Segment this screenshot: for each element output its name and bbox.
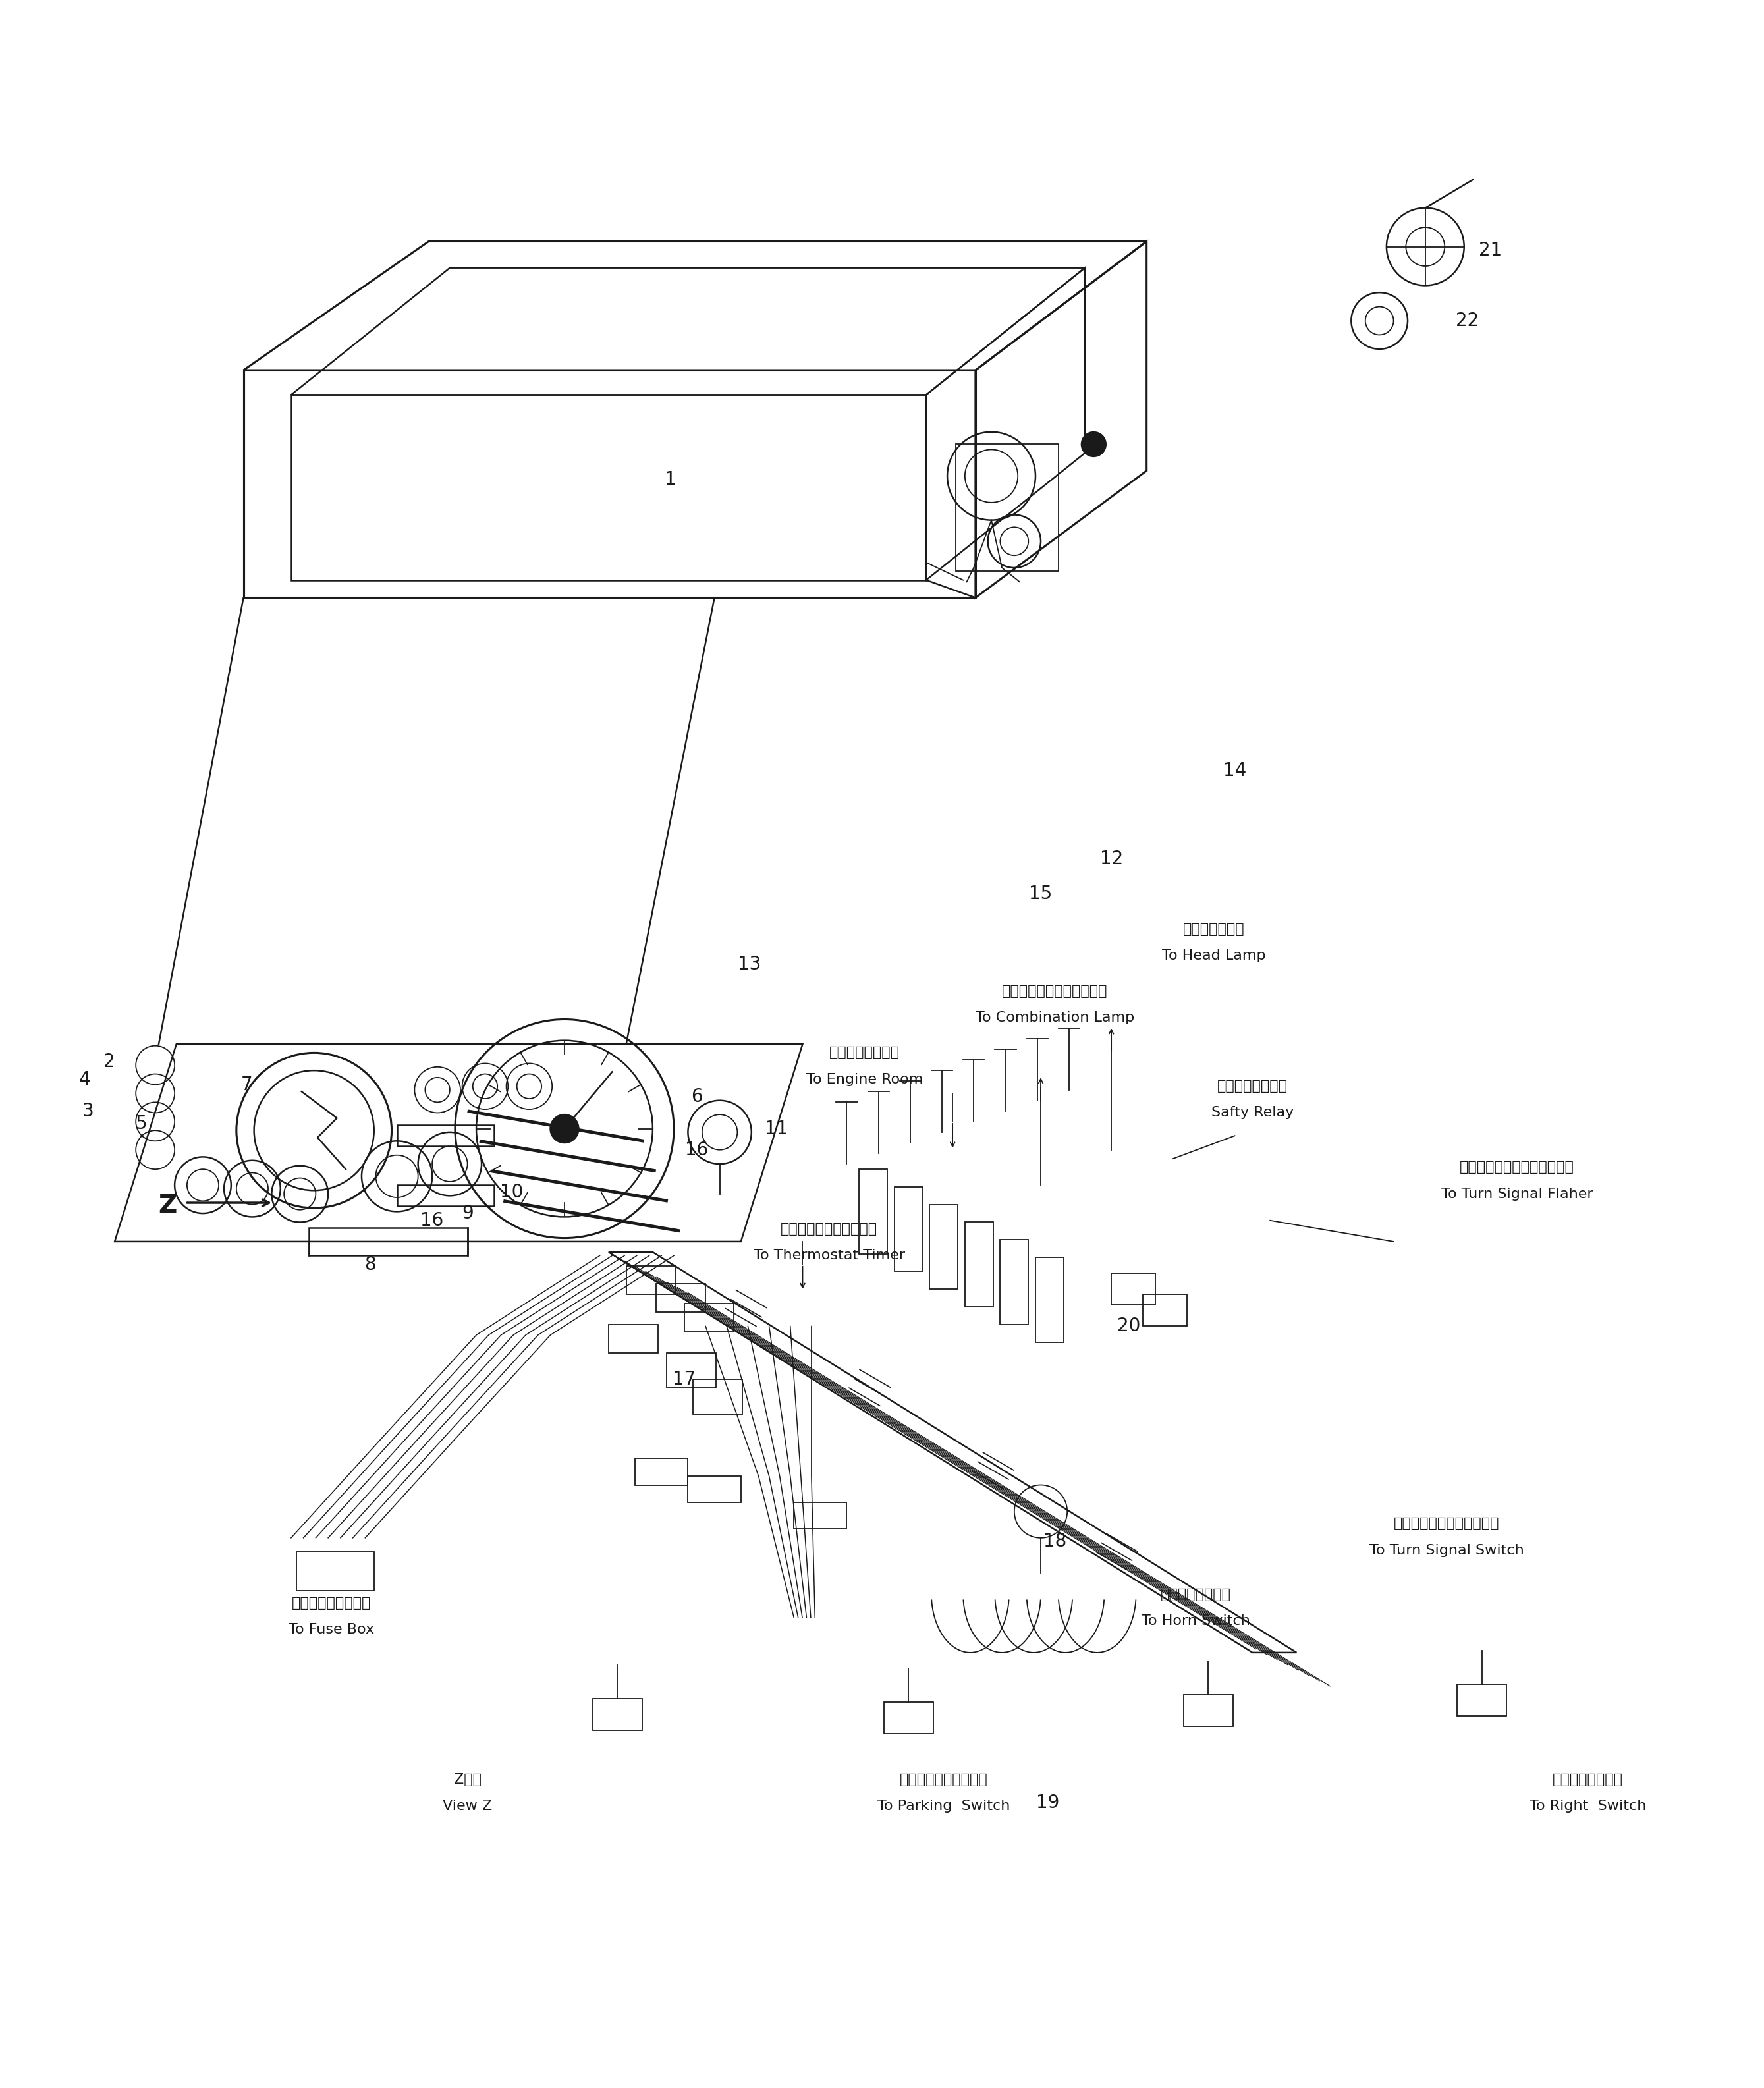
Text: To Parking  Switch: To Parking Switch — [877, 1800, 1011, 1812]
Text: To Turn Signal Switch: To Turn Signal Switch — [1369, 1543, 1524, 1558]
Text: 10: 10 — [499, 1184, 524, 1201]
Text: To Turn Signal Flaher: To Turn Signal Flaher — [1441, 1188, 1593, 1201]
Bar — [656, 1284, 706, 1311]
Bar — [309, 1228, 467, 1255]
Text: 19: 19 — [1035, 1794, 1060, 1812]
Bar — [667, 1353, 716, 1389]
Text: 6: 6 — [691, 1088, 702, 1107]
Bar — [1457, 1685, 1506, 1716]
Text: To Engine Room: To Engine Room — [806, 1073, 923, 1086]
Text: To Fuse Box: To Fuse Box — [289, 1622, 374, 1637]
Text: 14: 14 — [1222, 762, 1247, 779]
Text: 21: 21 — [1478, 240, 1503, 259]
Circle shape — [550, 1115, 579, 1142]
Text: コンビネーションランプへ: コンビネーションランプへ — [1002, 986, 1108, 998]
Text: ヒューズボックスへ: ヒューズボックスへ — [293, 1597, 370, 1610]
Bar — [397, 1125, 494, 1146]
Bar — [688, 1476, 741, 1503]
Text: 11: 11 — [764, 1119, 789, 1138]
Text: 12: 12 — [1099, 850, 1124, 869]
Text: ターンシグナルフラッシャへ: ターンシグナルフラッシャへ — [1461, 1161, 1573, 1173]
Bar — [859, 1169, 887, 1255]
Text: 9: 9 — [462, 1205, 473, 1224]
Text: 22: 22 — [1455, 311, 1480, 330]
Text: Safty Relay: Safty Relay — [1212, 1107, 1293, 1119]
Bar — [609, 1324, 658, 1353]
Bar — [397, 1186, 494, 1207]
Bar — [684, 1303, 734, 1332]
Text: 3: 3 — [83, 1102, 93, 1121]
Circle shape — [1081, 432, 1106, 457]
Text: エンジンルームへ: エンジンルームへ — [829, 1046, 900, 1059]
Bar — [794, 1503, 847, 1528]
Bar — [626, 1265, 676, 1295]
Text: 18: 18 — [1043, 1533, 1067, 1551]
Text: 16: 16 — [684, 1140, 709, 1159]
Text: パーキングスイッチへ: パーキングスイッチへ — [900, 1773, 988, 1785]
Text: 4: 4 — [79, 1069, 90, 1088]
Bar — [1143, 1295, 1187, 1326]
Text: ホーンスイッチへ: ホーンスイッチへ — [1161, 1587, 1231, 1601]
Bar — [884, 1702, 933, 1733]
Text: 2: 2 — [104, 1052, 115, 1071]
Text: 15: 15 — [1028, 885, 1053, 904]
Text: 8: 8 — [365, 1255, 376, 1274]
Text: 16: 16 — [420, 1211, 445, 1230]
Bar — [593, 1698, 642, 1731]
Text: 17: 17 — [672, 1370, 697, 1389]
Bar — [930, 1205, 958, 1288]
Text: To Combination Lamp: To Combination Lamp — [975, 1011, 1134, 1023]
Text: ヘッドランプへ: ヘッドランプへ — [1184, 923, 1244, 935]
Bar — [1000, 1240, 1028, 1324]
Text: To Thermostat Timer: To Thermostat Timer — [753, 1249, 905, 1263]
Text: 5: 5 — [136, 1115, 146, 1132]
Bar — [693, 1380, 743, 1414]
Text: To Right  Switch: To Right Switch — [1529, 1800, 1646, 1812]
Text: ターンシグナルスイッチへ: ターンシグナルスイッチへ — [1394, 1518, 1499, 1531]
Text: セーフテイリレー: セーフテイリレー — [1217, 1079, 1288, 1092]
Bar — [894, 1186, 923, 1272]
Bar — [1035, 1257, 1064, 1343]
Bar — [635, 1460, 688, 1485]
Text: Z　視: Z 視 — [453, 1773, 482, 1785]
Text: サーモスタットタイマへ: サーモスタットタイマへ — [781, 1224, 877, 1236]
Bar — [965, 1221, 993, 1307]
Text: 20: 20 — [1117, 1318, 1141, 1336]
Text: 13: 13 — [737, 956, 762, 973]
Bar — [1111, 1274, 1155, 1305]
Text: ライトスイッチへ: ライトスイッチへ — [1552, 1773, 1623, 1785]
Text: To Head Lamp: To Head Lamp — [1162, 950, 1265, 963]
Text: View Z: View Z — [443, 1800, 492, 1812]
Text: Z: Z — [159, 1194, 176, 1219]
Text: 7: 7 — [242, 1075, 252, 1094]
Bar — [1184, 1695, 1233, 1727]
Bar — [296, 1551, 374, 1591]
Text: To Horn Switch: To Horn Switch — [1141, 1614, 1251, 1627]
Text: 1: 1 — [665, 470, 676, 489]
